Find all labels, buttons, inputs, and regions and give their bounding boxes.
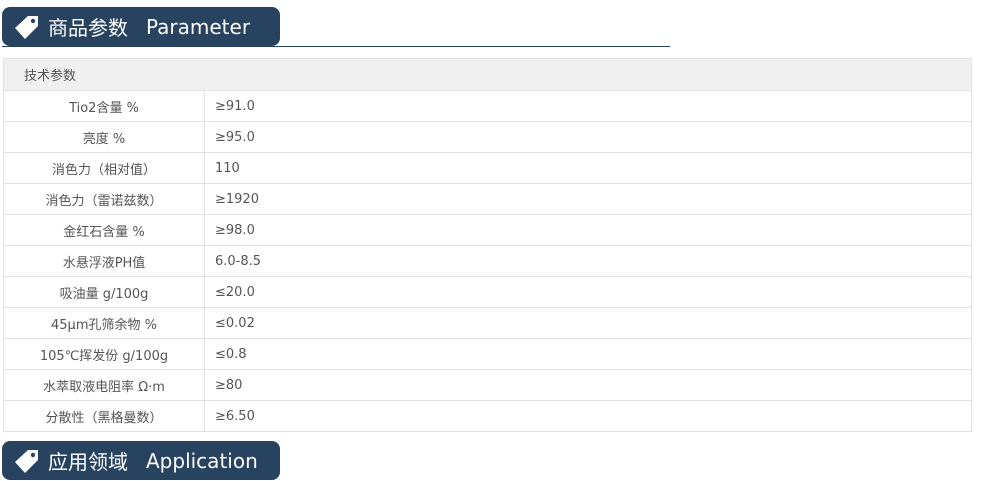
param-value: ≤0.02 xyxy=(204,307,972,339)
table-row: 105℃挥发份 g/100g ≤0.8 xyxy=(3,338,972,370)
param-name: 45μm孔筛余物 % xyxy=(3,307,205,339)
section-title-cn: 应用领域 xyxy=(48,450,128,474)
param-name: 水萃取液电阻率 Ω·m xyxy=(3,369,205,401)
divider xyxy=(2,46,670,47)
parameter-table: 技术参数 Tio2含量 % ≥91.0 亮度 % ≥95.0 消色力（相对值） 110 消色… xyxy=(3,58,972,432)
param-name: 金红石含量 % xyxy=(3,214,205,246)
table-row: 亮度 % ≥95.0 xyxy=(3,121,972,153)
section-title-en: Application xyxy=(146,448,258,473)
param-name: 105℃挥发份 g/100g xyxy=(3,338,205,370)
table-header: 技术参数 xyxy=(3,58,972,91)
table-row: 分散性（黑格曼数） ≥6.50 xyxy=(3,400,972,432)
param-value: ≥91.0 xyxy=(204,90,972,122)
table-row: 消色力（雷诺兹数） ≥1920 xyxy=(3,183,972,215)
table-row: 吸油量 g/100g ≤20.0 xyxy=(3,276,972,308)
table-row: 消色力（相对值） 110 xyxy=(3,152,972,184)
table-row: 水萃取液电阻率 Ω·m ≥80 xyxy=(3,369,972,401)
param-name: 分散性（黑格曼数） xyxy=(3,400,205,432)
param-value: 6.0-8.5 xyxy=(204,245,972,277)
parameter-section-header: 商品参数 Parameter xyxy=(2,7,280,46)
param-value: ≥98.0 xyxy=(204,214,972,246)
tag-icon xyxy=(14,448,40,474)
table-row: 45μm孔筛余物 % ≤0.02 xyxy=(3,307,972,339)
param-name: 吸油量 g/100g xyxy=(3,276,205,308)
param-value: ≥95.0 xyxy=(204,121,972,153)
section-title-en: Parameter xyxy=(146,14,251,39)
param-value: ≥1920 xyxy=(204,183,972,215)
param-name: Tio2含量 % xyxy=(3,90,205,122)
param-name: 消色力（相对值） xyxy=(3,152,205,184)
param-value: ≥80 xyxy=(204,369,972,401)
param-name: 消色力（雷诺兹数） xyxy=(3,183,205,215)
param-value: ≥6.50 xyxy=(204,400,972,432)
table-row: Tio2含量 % ≥91.0 xyxy=(3,90,972,122)
param-value: 110 xyxy=(204,152,972,184)
table-row: 金红石含量 % ≥98.0 xyxy=(3,214,972,246)
param-name: 亮度 % xyxy=(3,121,205,153)
param-value: ≤0.8 xyxy=(204,338,972,370)
section-title-cn: 商品参数 xyxy=(48,16,128,40)
tag-icon xyxy=(14,14,40,40)
param-name: 水悬浮液PH值 xyxy=(3,245,205,277)
table-row: 水悬浮液PH值 6.0-8.5 xyxy=(3,245,972,277)
application-section-header: 应用领域 Application xyxy=(2,441,280,480)
param-value: ≤20.0 xyxy=(204,276,972,308)
